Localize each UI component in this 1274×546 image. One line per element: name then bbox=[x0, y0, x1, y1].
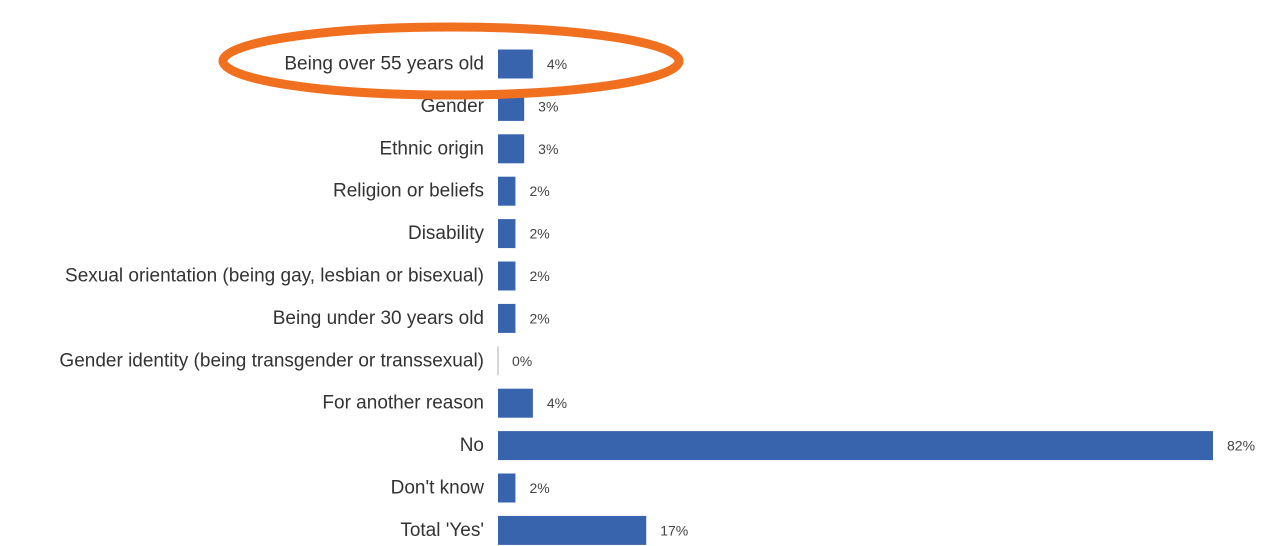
highlight-ellipse bbox=[218, 22, 684, 100]
value-label-sexual-orientation-being-gay-lesbian-or-bisexual: 2% bbox=[529, 268, 549, 284]
value-label-gender: 3% bbox=[538, 98, 558, 114]
value-label-ethnic-origin: 3% bbox=[538, 141, 558, 157]
bars-layer bbox=[497, 49, 1213, 545]
labels-layer: Being over 55 years old 4% Gender 3% Ethnic … bbox=[59, 54, 1255, 541]
category-label-being-under-30-years-old: Being under 30 years old bbox=[273, 308, 484, 329]
value-label-religion-or-beliefs: 2% bbox=[529, 183, 549, 199]
category-label-gender: Gender bbox=[421, 96, 485, 117]
bar-ethnic-origin bbox=[498, 134, 525, 164]
category-label-gender-identity-being-transgender-or-transsexual: Gender identity (being transgender or tr… bbox=[59, 350, 484, 371]
category-label-disability: Disability bbox=[408, 223, 485, 244]
bar-being-under-30-years-old bbox=[498, 303, 516, 333]
category-label-don-t-know: Don't know bbox=[391, 478, 485, 499]
category-label-sexual-orientation-being-gay-lesbian-or-bisexual: Sexual orientation (being gay, lesbian o… bbox=[65, 266, 484, 287]
value-label-disability: 2% bbox=[529, 226, 549, 242]
value-label-for-another-reason: 4% bbox=[547, 395, 567, 411]
bar-sexual-orientation-being-gay-lesbian-or-bisexual bbox=[498, 261, 516, 291]
bar-total-yes bbox=[498, 515, 647, 545]
category-label-no: No bbox=[460, 435, 484, 456]
category-label-for-another-reason: For another reason bbox=[322, 393, 484, 414]
value-label-being-over-55-years-old: 4% bbox=[547, 56, 567, 72]
category-label-being-over-55-years-old: Being over 55 years old bbox=[284, 54, 484, 75]
value-label-being-under-30-years-old: 2% bbox=[529, 310, 549, 326]
bar-for-another-reason bbox=[498, 388, 533, 418]
bar-no bbox=[498, 431, 1213, 461]
bar-disability bbox=[498, 219, 516, 249]
bar-being-over-55-years-old bbox=[498, 49, 533, 79]
value-label-gender-identity-being-transgender-or-transsexual: 0% bbox=[512, 353, 532, 369]
category-label-religion-or-beliefs: Religion or beliefs bbox=[333, 181, 484, 202]
value-label-total-yes: 17% bbox=[660, 522, 688, 538]
value-label-don-t-know: 2% bbox=[529, 480, 549, 496]
bar-religion-or-beliefs bbox=[498, 176, 516, 206]
bar-don-t-know bbox=[498, 473, 516, 503]
category-label-total-yes: Total 'Yes' bbox=[400, 520, 484, 541]
category-label-ethnic-origin: Ethnic origin bbox=[379, 138, 484, 159]
value-label-no: 82% bbox=[1227, 438, 1255, 454]
